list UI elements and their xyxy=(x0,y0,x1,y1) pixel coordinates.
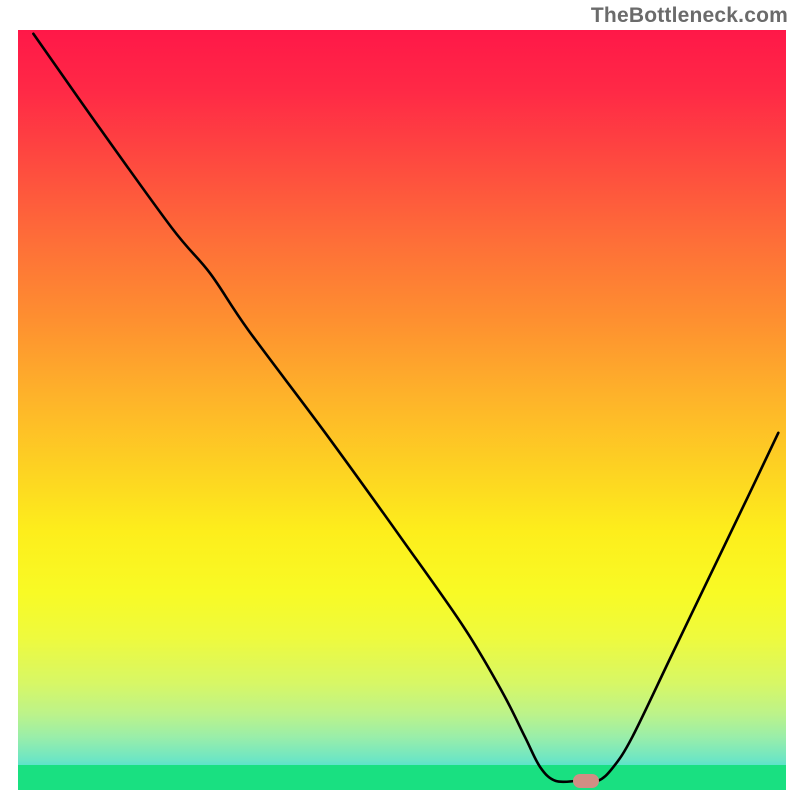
watermark-text: TheBottleneck.com xyxy=(591,4,788,28)
bottleneck-curve xyxy=(33,34,778,782)
plot-area xyxy=(18,30,786,790)
curve-svg xyxy=(18,30,786,790)
optimal-marker xyxy=(573,774,599,788)
chart-container: TheBottleneck.com xyxy=(0,0,800,800)
